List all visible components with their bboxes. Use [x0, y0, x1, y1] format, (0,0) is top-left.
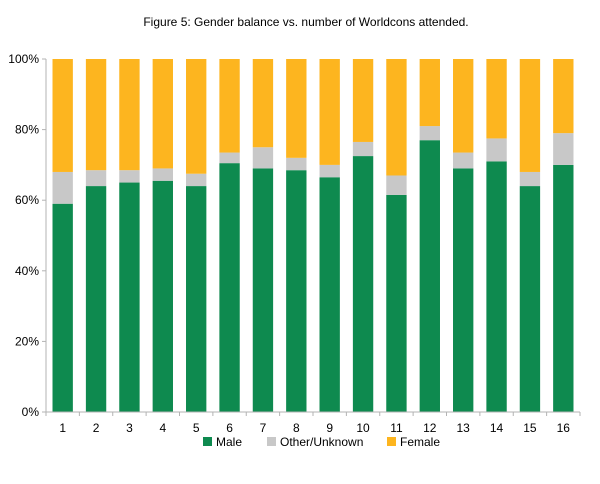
y-tick-label: 0% [22, 405, 40, 419]
bar-female-1 [52, 59, 73, 172]
bar-other-unknown-11 [386, 175, 407, 195]
bar-male-14 [486, 161, 507, 412]
x-tick-label: 5 [193, 421, 200, 435]
y-tick-label: 80% [15, 123, 39, 137]
chart-title: Figure 5: Gender balance vs. number of W… [143, 15, 468, 29]
bar-male-5 [186, 186, 207, 412]
bar-male-13 [453, 168, 474, 412]
bar-female-14 [486, 59, 507, 139]
y-tick-label: 60% [15, 193, 39, 207]
y-tick-label: 100% [8, 52, 39, 66]
bar-female-6 [219, 59, 240, 153]
bar-female-7 [252, 59, 274, 148]
y-axis: 0% 20% 40% 60% 80% 100% [8, 52, 47, 419]
bar-other-unknown-4 [152, 168, 173, 181]
legend-swatch-female [387, 437, 396, 446]
bar-male-10 [352, 156, 374, 412]
bar-other-unknown-15 [519, 171, 541, 187]
bar-male-2 [85, 186, 107, 412]
bar-other-unknown-1 [52, 171, 73, 204]
bar-male-11 [386, 194, 407, 412]
x-tick-label: 12 [423, 421, 437, 435]
bar-female-9 [319, 59, 340, 165]
x-tick-label: 2 [93, 421, 100, 435]
x-tick-label: 4 [159, 421, 166, 435]
bar-male-6 [219, 163, 240, 412]
y-tick-label: 20% [15, 334, 39, 348]
bar-other-unknown-14 [486, 138, 507, 162]
x-tick-label: 8 [293, 421, 300, 435]
bar-male-8 [286, 170, 307, 412]
bar-female-13 [453, 59, 474, 153]
x-tick-label: 9 [326, 421, 333, 435]
bar-female-10 [352, 59, 374, 142]
x-tick-label: 14 [490, 421, 504, 435]
legend-label-other-unknown: Other/Unknown [280, 435, 363, 449]
legend-swatch-other-unknown [267, 437, 276, 446]
bar-other-unknown-13 [453, 152, 474, 169]
bar-male-1 [52, 203, 73, 412]
bar-male-3 [119, 182, 140, 412]
bar-female-8 [286, 59, 307, 158]
legend-swatch-male [203, 437, 212, 446]
bar-male-9 [319, 177, 340, 412]
x-tick-label: 10 [356, 421, 370, 435]
bar-female-12 [419, 59, 440, 127]
bar-other-unknown-8 [286, 157, 307, 171]
x-tick-label: 6 [226, 421, 233, 435]
legend-label-male: Male [216, 435, 242, 449]
bar-other-unknown-9 [319, 164, 340, 178]
bar-other-unknown-12 [419, 126, 440, 141]
bar-female-4 [152, 59, 173, 169]
bar-other-unknown-7 [252, 147, 274, 169]
bar-other-unknown-6 [219, 152, 240, 164]
bar-female-5 [186, 59, 207, 174]
bar-other-unknown-5 [186, 173, 207, 187]
plot-area [52, 59, 574, 412]
x-tick-label: 15 [523, 421, 537, 435]
legend: Male Other/Unknown Female [203, 435, 440, 449]
x-tick-label: 7 [260, 421, 267, 435]
bar-male-15 [519, 186, 541, 412]
bar-other-unknown-3 [119, 170, 140, 183]
x-tick-label: 13 [457, 421, 471, 435]
legend-label-female: Female [400, 435, 440, 449]
x-axis: 1 2 3 4 5 6 7 8 9 10 11 12 13 14 15 16 [45, 411, 581, 435]
bar-male-12 [419, 140, 440, 412]
bar-male-16 [553, 164, 574, 412]
bar-female-3 [119, 59, 140, 171]
bar-male-4 [152, 180, 173, 412]
x-tick-label: 3 [126, 421, 133, 435]
bar-female-11 [386, 59, 407, 176]
bar-male-7 [252, 168, 274, 412]
bar-other-unknown-2 [85, 170, 107, 187]
bar-female-2 [85, 59, 107, 171]
x-tick-label: 1 [59, 421, 66, 435]
bar-other-unknown-10 [352, 141, 374, 157]
bar-female-15 [519, 59, 541, 172]
x-tick-label: 11 [390, 421, 403, 435]
bar-female-16 [553, 59, 574, 134]
y-tick-label: 40% [15, 264, 39, 278]
x-tick-label: 16 [557, 421, 571, 435]
bar-other-unknown-16 [553, 133, 574, 165]
